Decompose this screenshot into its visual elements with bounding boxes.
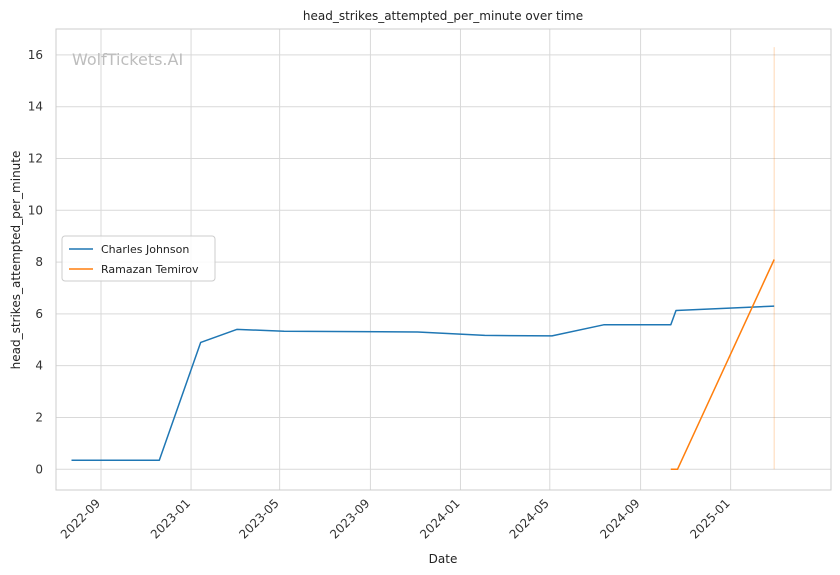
x-tick-labels: 2022-09 2023-01 2023-05 2023-09 2024-01 2024-…: [58, 496, 733, 541]
y-tick-label: 12: [28, 151, 43, 165]
series-line-1: [670, 259, 775, 471]
legend: Charles Johnson Ramazan Temirov: [61, 235, 216, 282]
x-tick-label: 2024-01: [417, 496, 462, 541]
plot-frame: [55, 28, 832, 491]
legend-box: [61, 235, 216, 282]
y-tick-label: 2: [35, 410, 43, 424]
legend-entry: Ramazan Temirov: [101, 263, 199, 276]
y-axis-label: head_strikes_attempted_per_minute: [9, 151, 23, 370]
x-tick-label: 2024-05: [507, 496, 552, 541]
chart-title: head_strikes_attempted_per_minute over t…: [303, 9, 583, 23]
y-tick-label: 0: [35, 462, 43, 476]
watermark: WolfTickets.AI: [72, 50, 183, 69]
y-tick-label: 8: [35, 255, 43, 269]
y-tick-label: 10: [28, 203, 43, 217]
x-tick-label: 2023-01: [148, 496, 193, 541]
x-tick-label: 2022-09: [58, 496, 103, 541]
series-layer: [71, 47, 775, 471]
grid: [56, 29, 831, 490]
x-tick-label: 2025-01: [687, 496, 732, 541]
y-tick-label: 14: [28, 100, 43, 114]
y-tick-label: 4: [35, 359, 43, 373]
series-line-0: [71, 305, 775, 461]
y-tick-label: 6: [35, 307, 43, 321]
y-tick-label: 16: [28, 48, 43, 62]
x-axis-label: Date: [429, 552, 458, 566]
legend-entry: Charles Johnson: [101, 243, 189, 256]
x-tick-label: 2023-09: [327, 496, 372, 541]
y-tick-labels: 0 2 4 6 8 10 12 14 16: [28, 48, 43, 476]
x-tick-label: 2024-09: [597, 496, 642, 541]
x-tick-label: 2023-05: [236, 496, 281, 541]
